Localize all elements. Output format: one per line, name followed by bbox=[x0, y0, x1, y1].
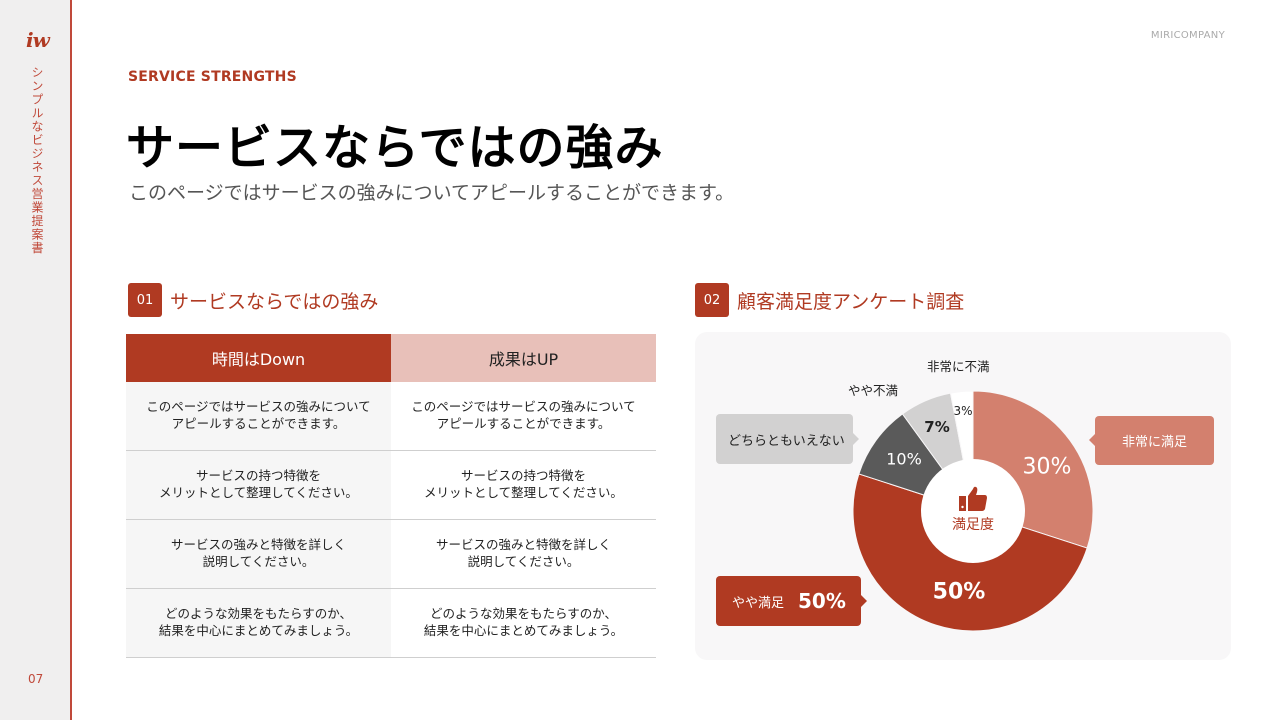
callout-very-satisfied: 非常に満足 bbox=[1089, 416, 1214, 465]
page-subtitle: このページではサービスの強みについてアピールすることができます。 bbox=[129, 182, 735, 204]
section-number-badge: 01 bbox=[128, 283, 162, 317]
thumbs-up-icon bbox=[959, 486, 987, 511]
section-title: 顧客満足度アンケート調査 bbox=[737, 290, 965, 313]
column-header-time-down: 時間はDown bbox=[126, 334, 391, 382]
table-row: サービスの持つ特徴を メリットとして整理してください。 サービスの持つ特徴を メ… bbox=[126, 451, 656, 520]
callout-satisfied: やや満足 50% bbox=[716, 576, 867, 626]
section-2-heading: 02 顧客満足度アンケート調査 bbox=[695, 283, 964, 317]
sidebar: iw シンプルなビジネス営業提案書 07 bbox=[0, 0, 72, 720]
center-label: 満足度 bbox=[952, 517, 994, 533]
table-cell: このページではサービスの強みについて アピールすることができます。 bbox=[391, 382, 656, 450]
document-title-vertical: シンプルなビジネス営業提案書 bbox=[30, 66, 44, 255]
company-logo: iw bbox=[26, 28, 50, 52]
section-eyebrow: SERVICE STRENGTHS bbox=[128, 69, 297, 85]
callout-pointer bbox=[853, 433, 859, 445]
page-number: 07 bbox=[28, 672, 44, 686]
table-cell: サービスの持つ特徴を メリットとして整理してください。 bbox=[391, 451, 656, 519]
section-1-heading: 01 サービスならではの強み bbox=[128, 283, 378, 317]
segment-label-very-satisfied: 30% bbox=[1022, 454, 1072, 480]
callout-satisfied-value: 50% bbox=[798, 589, 846, 613]
segment-label-very-dissatisfied: 3% bbox=[953, 404, 973, 418]
callout-neutral: どちらともいえない bbox=[716, 414, 859, 464]
segment-label-satisfied: 50% bbox=[932, 579, 986, 605]
segment-label-somewhat-dissatisfied: 7% bbox=[924, 418, 950, 436]
label-somewhat-dissatisfied: やや不満 bbox=[848, 383, 899, 398]
page-title: サービスならではの強み bbox=[126, 120, 664, 176]
table-cell: このページではサービスの強みについて アピールすることができます。 bbox=[126, 382, 391, 450]
table-cell: サービスの強みと特徴を詳しく 説明してください。 bbox=[391, 520, 656, 588]
table-cell: どのような効果をもたらすのか、 結果を中心にまとめてみましょう。 bbox=[391, 589, 656, 657]
callout-very-satisfied-text: 非常に満足 bbox=[1121, 435, 1187, 450]
table-header: 時間はDown 成果はUP bbox=[126, 334, 656, 382]
callout-neutral-text: どちらともいえない bbox=[728, 433, 845, 449]
label-very-dissatisfied: 非常に不満 bbox=[927, 359, 990, 374]
comparison-table: 時間はDown 成果はUP このページではサービスの強みについて アピールするこ… bbox=[126, 334, 656, 658]
callout-pointer bbox=[1089, 434, 1095, 446]
table-cell: サービスの持つ特徴を メリットとして整理してください。 bbox=[126, 451, 391, 519]
table-cell: どのような効果をもたらすのか、 結果を中心にまとめてみましょう。 bbox=[126, 589, 391, 657]
donut-center: 満足度 bbox=[921, 458, 1025, 562]
table-row: このページではサービスの強みについて アピールすることができます。 このページで… bbox=[126, 382, 656, 451]
segment-label-neutral: 10% bbox=[886, 449, 922, 469]
table-row: サービスの強みと特徴を詳しく 説明してください。 サービスの強みと特徴を詳しく … bbox=[126, 520, 656, 589]
section-number-badge: 02 bbox=[695, 283, 729, 317]
company-name: MIRICOMPANY bbox=[1150, 30, 1225, 41]
section-title: サービスならではの強み bbox=[170, 290, 379, 313]
table-row: どのような効果をもたらすのか、 結果を中心にまとめてみましょう。 どのような効果… bbox=[126, 589, 656, 658]
callout-satisfied-text: やや満足 bbox=[732, 595, 785, 611]
table-cell: サービスの強みと特徴を詳しく 説明してください。 bbox=[126, 520, 391, 588]
callout-pointer bbox=[861, 595, 867, 607]
column-header-results-up: 成果はUP bbox=[391, 334, 656, 382]
